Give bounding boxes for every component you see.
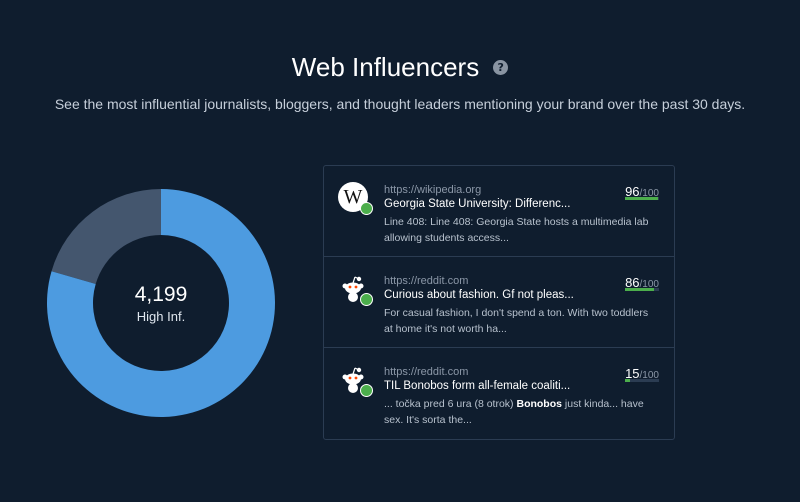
influencer-row[interactable]: https://reddit.com TIL Bonobos form all-…: [324, 348, 674, 439]
wikipedia-logo-icon: W: [338, 182, 373, 216]
donut-label: High Inf.: [136, 308, 186, 324]
snippet-highlight: Bonobos: [516, 398, 562, 410]
page-header: Web Influencers ?: [0, 52, 800, 83]
headline-link[interactable]: Georgia State University: Differenc...: [384, 198, 571, 210]
score-value: 15: [625, 366, 640, 381]
snippet-text: just kinda... have sex. It's sorta the..…: [384, 398, 644, 426]
score-bar: [625, 379, 659, 382]
headline-link[interactable]: TIL Bonobos form all-female coaliti...: [384, 380, 571, 392]
snippet: Line 408: Line 408: Georgia State hosts …: [384, 214, 659, 246]
score-max: /100: [639, 370, 659, 381]
source-url: https://reddit.com: [384, 275, 469, 287]
wikipedia-logo: W: [338, 182, 368, 212]
donut-value: 4,199: [134, 282, 188, 306]
snippet: For casual fashion, I don't spend a ton.…: [384, 305, 659, 337]
influencer-list: W https://wikipedia.org Georgia State Un…: [323, 165, 675, 440]
influence-score: 86/100: [625, 274, 659, 292]
score-bar: [625, 288, 659, 291]
influence-score: 96/100: [625, 183, 659, 201]
donut-svg: [46, 189, 275, 417]
influencer-row[interactable]: W https://wikipedia.org Georgia State Un…: [324, 166, 674, 257]
influencer-row[interactable]: https://reddit.com Curious about fashion…: [324, 257, 674, 348]
page-subtitle: See the most influential journalists, bl…: [54, 96, 746, 112]
reddit-alien-svg: [342, 367, 364, 393]
source-url: https://reddit.com: [384, 366, 469, 378]
donut-center: 4,199 High Inf.: [46, 188, 276, 418]
positive-sentiment-badge-icon: [360, 384, 373, 397]
score-value: 86: [625, 275, 640, 290]
positive-sentiment-badge-icon: [360, 293, 373, 306]
score-bar: [625, 197, 659, 200]
snippet-text: ... točka pred 6 ura (8 otrok): [384, 398, 517, 410]
source-url: https://wikipedia.org: [384, 184, 482, 196]
donut-segment-high-influence[interactable]: [46, 189, 275, 417]
score-bar-fill: [625, 379, 631, 382]
reddit-alien-icon: [338, 273, 373, 307]
headline-link[interactable]: Curious about fashion. Gf not pleas...: [384, 289, 574, 301]
score-max: /100: [639, 188, 659, 199]
reddit-alien-icon: [338, 364, 373, 398]
page-title: Web Influencers: [291, 52, 480, 82]
score-bar-fill: [625, 288, 655, 291]
score-bar-fill: [625, 197, 658, 200]
influencer-donut-chart: 4,199 High Inf.: [46, 188, 276, 418]
snippet-text: Line 408: Line 408: Georgia State hosts …: [384, 216, 649, 244]
donut-segment-other[interactable]: [51, 189, 161, 285]
reddit-alien-svg: [342, 276, 364, 302]
snippet-text: For casual fashion, I don't spend a ton.…: [384, 307, 649, 335]
positive-sentiment-badge-icon: [360, 202, 373, 215]
snippet: ... točka pred 6 ura (8 otrok) Bonobos j…: [384, 396, 659, 428]
score-max: /100: [639, 279, 659, 290]
help-icon[interactable]: ?: [493, 60, 509, 75]
score-value: 96: [625, 184, 640, 199]
influence-score: 15/100: [625, 365, 659, 383]
